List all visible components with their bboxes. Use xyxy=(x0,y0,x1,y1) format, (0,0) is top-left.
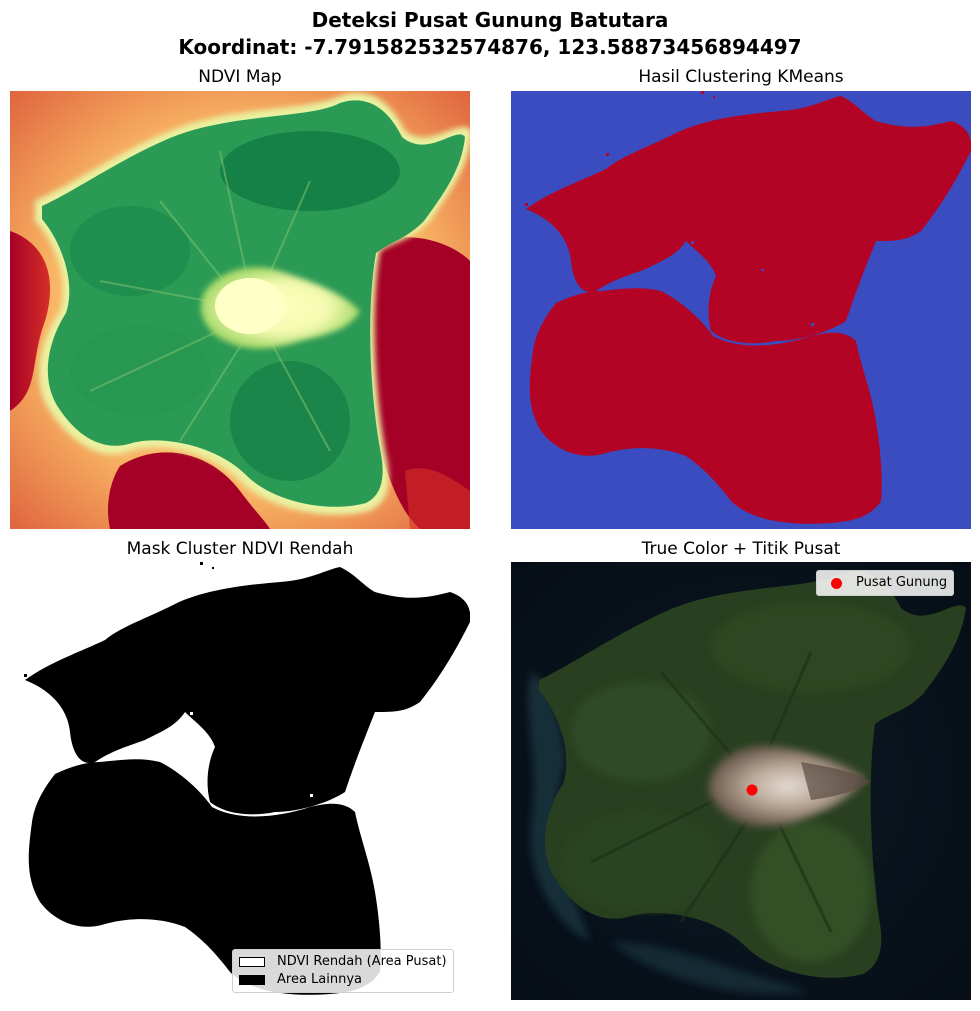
legend-label: Pusat Gunung xyxy=(856,575,948,590)
white-swatch-icon xyxy=(239,957,265,967)
ndvi-map-image xyxy=(10,91,470,529)
true-color-legend: Pusat Gunung xyxy=(816,570,955,596)
mask-legend: NDVI Rendah (Area Pusat) Area Lainnya xyxy=(232,949,454,993)
true-color-title: True Color + Titik Pusat xyxy=(641,539,841,559)
legend-item-center: Pusat Gunung xyxy=(823,574,947,592)
legend-label: NDVI Rendah (Area Pusat) xyxy=(277,954,447,969)
mask-image xyxy=(10,562,470,1000)
mask-title: Mask Cluster NDVI Rendah xyxy=(126,539,354,559)
true-color-image xyxy=(511,562,971,1000)
volcano-center-marker xyxy=(746,784,758,796)
black-swatch-icon xyxy=(239,975,265,985)
kmeans-cluster-image xyxy=(511,91,971,529)
legend-item-low-ndvi: NDVI Rendah (Area Pusat) xyxy=(239,953,447,971)
red-dot-icon xyxy=(831,577,842,589)
figure-subtitle-coordinates: Koordinat: -7.791582532574876, 123.58873… xyxy=(178,35,802,59)
kmeans-title: Hasil Clustering KMeans xyxy=(638,67,844,87)
figure-title: Deteksi Pusat Gunung Batutara xyxy=(311,8,669,32)
legend-label: Area Lainnya xyxy=(277,972,363,987)
legend-item-other-area: Area Lainnya xyxy=(239,971,447,989)
ndvi-map-title: NDVI Map xyxy=(198,67,282,87)
